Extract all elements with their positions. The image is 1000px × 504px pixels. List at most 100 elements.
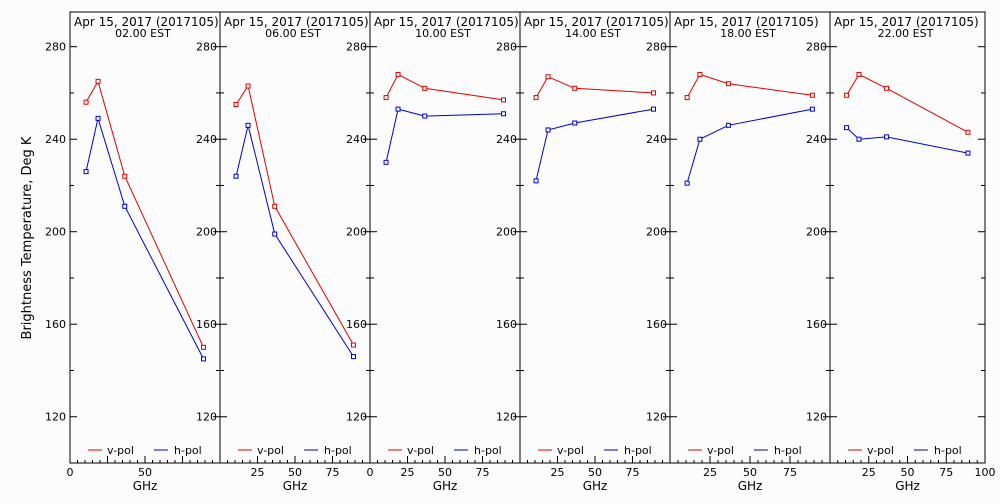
panel-6: Apr 15, 2017 (2017105)22.00 EST 120 160 200… [806, 11, 996, 493]
series-line-hpol [535, 108, 654, 181]
panel-3: Apr 15, 2017 (2017105)10.00 EST 120 160 200… [346, 11, 521, 493]
data-point-vpol [95, 78, 101, 84]
y-tick-label: 280 [45, 41, 66, 54]
legend-label-hpol: h-pol [174, 444, 202, 457]
data-point-hpol [545, 127, 551, 133]
data-point-hpol [383, 159, 389, 165]
y-tick-label: 200 [806, 226, 827, 239]
data-point-hpol [572, 120, 578, 126]
panel-subtitle: 14.00 EST [565, 27, 621, 40]
panel-title: Apr 15, 2017 (2017105) [524, 15, 669, 29]
legend-label-hpol: h-pol [474, 444, 502, 457]
y-tick-label: 280 [346, 41, 367, 54]
data-point-vpol [965, 129, 971, 135]
panel-subtitle: 02.00 EST [115, 27, 171, 40]
y-tick-label: 200 [45, 226, 66, 239]
y-tick-label: 120 [346, 411, 367, 424]
panel-subtitle: 06.00 EST [265, 27, 321, 40]
panel-title: Apr 15, 2017 (2017105) [224, 15, 369, 29]
x-tick-label: 75 [626, 466, 640, 479]
x-tick-label: 25 [251, 466, 265, 479]
y-tick-label: 240 [646, 133, 667, 146]
data-point-vpol [83, 99, 89, 105]
panel-title: Apr 15, 2017 (2017105) [374, 15, 519, 29]
panel-subtitle: 18.00 EST [720, 27, 776, 40]
legend-label-hpol: h-pol [624, 444, 652, 457]
data-point-hpol [533, 178, 539, 184]
x-axis-label: GHz [738, 479, 763, 493]
data-point-hpol [884, 134, 890, 140]
y-tick-label: 120 [496, 411, 517, 424]
series-line-vpol [235, 84, 354, 346]
series-line-hpol [235, 125, 354, 357]
y-tick-label: 240 [346, 133, 367, 146]
data-point-vpol [272, 203, 278, 209]
y-tick-label: 120 [806, 411, 827, 424]
y-tick-label: 120 [646, 411, 667, 424]
legend-label-vpol: v-pol [107, 444, 134, 457]
legend-label-hpol: h-pol [934, 444, 962, 457]
data-point-hpol [83, 169, 89, 175]
x-tick-label: 75 [939, 466, 953, 479]
data-point-vpol [884, 85, 890, 91]
data-point-hpol [201, 356, 206, 362]
panel-title: Apr 15, 2017 (2017105) [834, 15, 979, 29]
data-point-hpol [122, 203, 128, 209]
panel-subtitle: 10.00 EST [415, 27, 471, 40]
y-tick-label: 120 [45, 411, 66, 424]
legend-label-vpol: v-pol [867, 444, 894, 457]
panel-2: Apr 15, 2017 (2017105)06.00 EST 120 160 200… [196, 11, 371, 493]
y-tick-label: 160 [806, 318, 827, 331]
y-tick-label: 200 [646, 226, 667, 239]
panel-subtitle: 22.00 EST [878, 27, 934, 40]
series-line-hpol [385, 108, 504, 163]
data-point-vpol [809, 92, 815, 98]
series-line-hpol [686, 108, 813, 184]
series-line-vpol [385, 73, 504, 101]
data-point-vpol [383, 95, 389, 101]
data-point-hpol [651, 106, 656, 112]
data-point-vpol [395, 71, 401, 77]
x-tick-label: 100 [975, 466, 996, 479]
series-line-vpol [535, 76, 654, 98]
x-tick-label: 25 [401, 466, 415, 479]
y-tick-label: 280 [806, 41, 827, 54]
data-point-hpol [697, 136, 703, 142]
data-point-hpol [809, 106, 815, 112]
panel-frame [829, 11, 986, 464]
y-tick-label: 200 [346, 226, 367, 239]
x-axis-label: GHz [583, 479, 608, 493]
data-point-hpol [422, 113, 428, 119]
x-axis-label: GHz [895, 479, 920, 493]
y-axis-label: Brightness Temperature, Deg K [20, 136, 35, 339]
x-tick-label: 50 [288, 466, 302, 479]
x-tick-label: 50 [438, 466, 452, 479]
data-point-vpol [245, 83, 251, 89]
y-tick-label: 160 [646, 318, 667, 331]
x-tick-label: 25 [862, 466, 876, 479]
data-point-hpol [272, 231, 278, 237]
x-tick-label: 0 [67, 466, 74, 479]
series-line-hpol [85, 116, 204, 360]
data-point-hpol [395, 106, 401, 112]
x-tick-label: 25 [551, 466, 565, 479]
data-point-vpol [545, 74, 551, 80]
x-axis-label: GHz [283, 479, 308, 493]
data-point-hpol [844, 125, 850, 131]
data-point-hpol [233, 173, 239, 179]
data-point-hpol [856, 136, 862, 142]
x-tick-label: 75 [326, 466, 340, 479]
y-tick-label: 280 [646, 41, 667, 54]
legend-label-vpol: v-pol [407, 444, 434, 457]
x-tick-label: 50 [743, 466, 757, 479]
y-tick-label: 240 [45, 133, 66, 146]
data-point-vpol [351, 342, 356, 348]
x-axis-label: GHz [133, 479, 158, 493]
legend-label-vpol: v-pol [707, 444, 734, 457]
legend-label-vpol: v-pol [257, 444, 284, 457]
panel-title: Apr 15, 2017 (2017105) [674, 15, 819, 29]
data-point-vpol [856, 71, 862, 77]
data-point-vpol [697, 71, 703, 77]
